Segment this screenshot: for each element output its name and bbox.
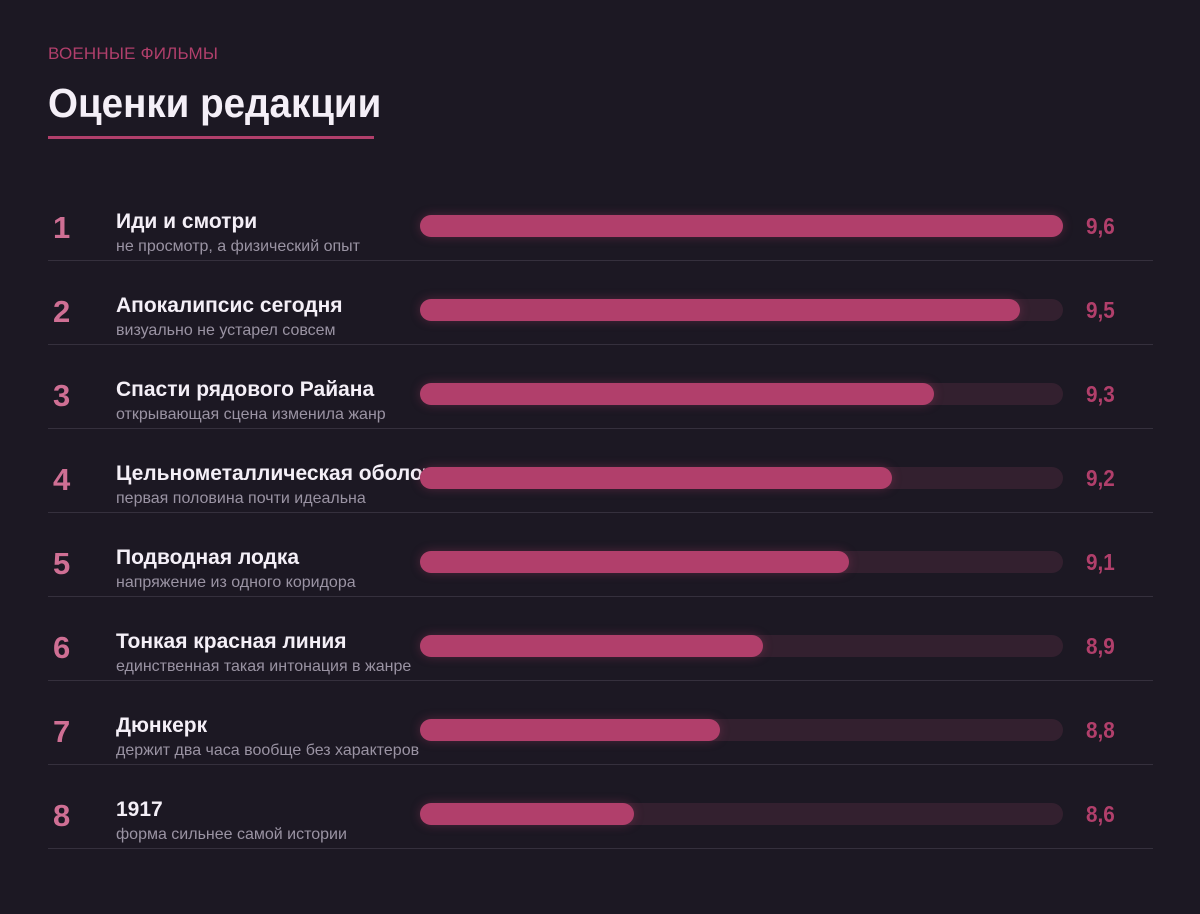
film-title: 1917 <box>116 798 163 821</box>
rank-number: 4 <box>53 462 71 497</box>
header: ВОЕННЫЕ ФИЛЬМЫ Оценки редакции <box>48 44 403 139</box>
rank-number: 2 <box>53 294 71 329</box>
rank-number: 1 <box>53 210 71 245</box>
film-note: форма сильнее самой истории <box>116 826 347 843</box>
score-value: 9,1 <box>1086 549 1115 575</box>
score-value: 9,2 <box>1086 465 1115 491</box>
rank-number: 6 <box>53 630 71 665</box>
rank-number: 8 <box>53 798 71 833</box>
score-bar-track <box>420 719 1063 741</box>
film-title: Дюнкерк <box>116 714 208 737</box>
score-bar <box>420 467 892 489</box>
score-bar-track <box>420 383 1063 405</box>
rank-number: 7 <box>53 714 71 749</box>
score-value: 9,6 <box>1086 213 1115 239</box>
film-title: Подводная лодка <box>116 546 300 569</box>
score-bar <box>420 551 849 573</box>
title-underline <box>48 136 374 139</box>
table-row: 6 Тонкая красная линия единственная такая … <box>48 597 1153 681</box>
score-bar-track <box>420 551 1063 573</box>
film-title: Иди и смотри <box>116 210 258 233</box>
rank-number: 5 <box>53 546 71 581</box>
score-value: 8,8 <box>1086 717 1115 743</box>
film-note: напряжение из одного коридора <box>116 574 356 591</box>
score-value: 8,6 <box>1086 801 1115 827</box>
film-title: Тонкая красная линия <box>116 630 347 653</box>
score-bar-track <box>420 803 1063 825</box>
film-note: держит два часа вообще без характеров <box>116 742 420 759</box>
table-row: 2 Апокалипсис сегодня визуально не устарел… <box>48 261 1153 345</box>
score-value: 9,3 <box>1086 381 1115 407</box>
film-note: визуально не устарел совсем <box>116 322 336 339</box>
score-bar <box>420 803 635 825</box>
table-row: 4 Цельнометаллическая оболочка первая поло… <box>48 429 1153 513</box>
table-row: 1 Иди и смотри не просмотр, а физический о… <box>48 177 1153 261</box>
score-value: 9,5 <box>1086 297 1115 323</box>
score-bar-track <box>420 299 1063 321</box>
film-title: Цельнометаллическая оболочка <box>116 462 426 485</box>
rank-number: 3 <box>53 378 71 413</box>
ratings-list: 1 Иди и смотри не просмотр, а физический о… <box>48 177 1153 849</box>
table-row: 8 1917 форма сильнее самой истории 8,6 <box>48 765 1153 849</box>
table-row: 7 Дюнкерк держит два часа вообще без харак… <box>48 681 1153 765</box>
film-note: первая половина почти идеальна <box>116 490 366 507</box>
film-title: Спасти рядового Райана <box>116 378 375 401</box>
film-note: единственная такая интонация в жанре <box>116 658 412 675</box>
film-note: не просмотр, а физический опыт <box>116 238 360 255</box>
score-bar <box>420 635 763 657</box>
film-title: Апокалипсис сегодня <box>116 294 343 317</box>
table-row: 3 Спасти рядового Райана открывающая сцена… <box>48 345 1153 429</box>
score-bar-track <box>420 635 1063 657</box>
table-row: 5 Подводная лодка напряжение из одного кор… <box>48 513 1153 597</box>
score-bar <box>420 299 1021 321</box>
score-bar <box>420 215 1063 237</box>
score-bar <box>420 719 721 741</box>
score-bar-track <box>420 467 1063 489</box>
score-value: 8,9 <box>1086 633 1115 659</box>
section-kicker: ВОЕННЫЕ ФИЛЬМЫ <box>48 44 219 63</box>
page-title: Оценки редакции <box>48 80 382 126</box>
film-note: открывающая сцена изменила жанр <box>116 406 386 423</box>
score-bar-track <box>420 215 1063 237</box>
score-bar <box>420 383 935 405</box>
